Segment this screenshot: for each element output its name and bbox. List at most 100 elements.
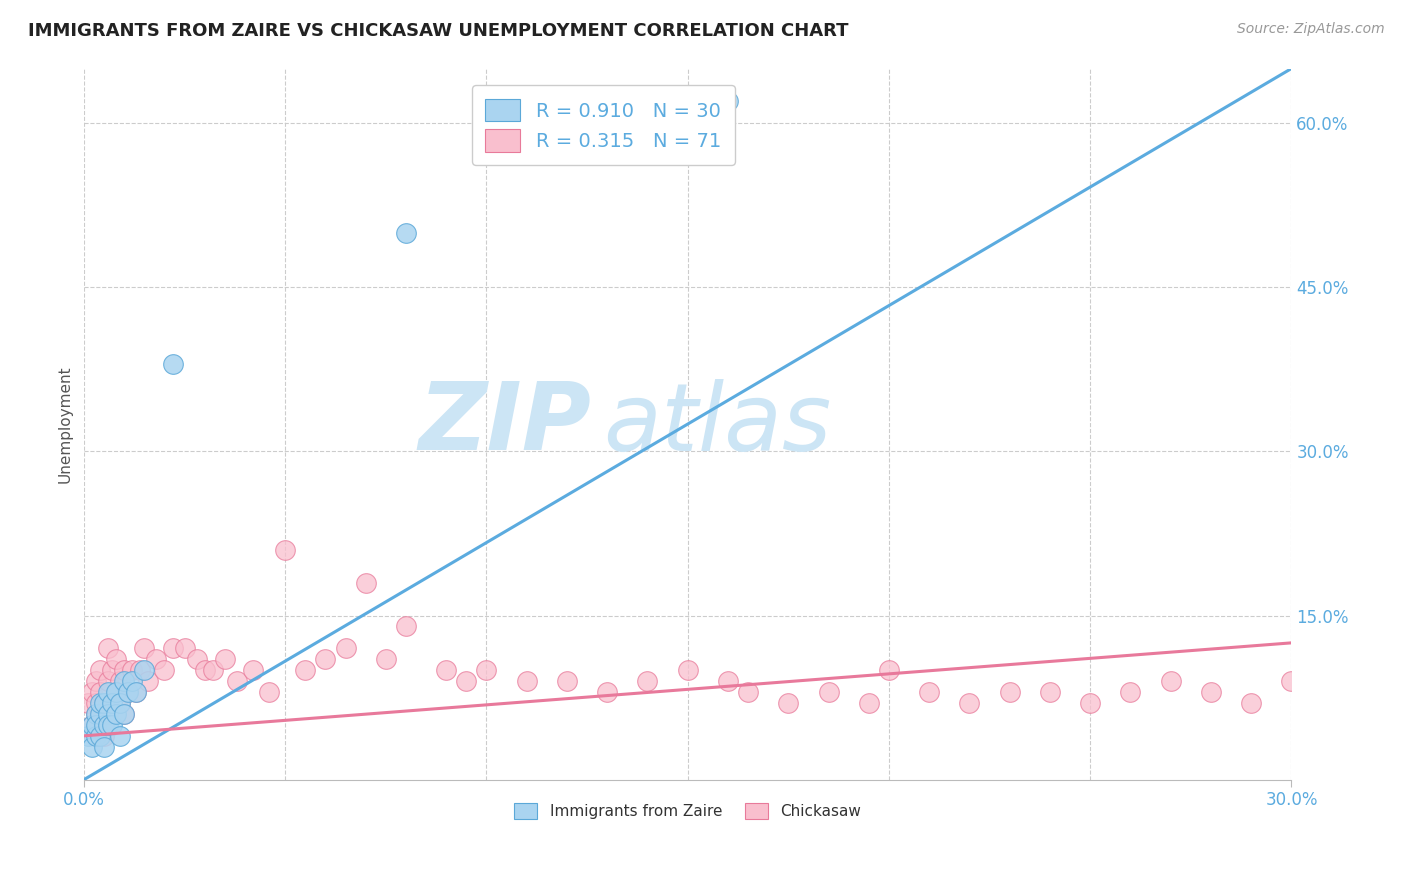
- Point: [186, 652, 208, 666]
- Point: [93, 696, 115, 710]
- Point: [84, 729, 107, 743]
- Point: [89, 696, 111, 710]
- Point: [242, 663, 264, 677]
- Point: [125, 685, 148, 699]
- Point: [173, 641, 195, 656]
- Point: [717, 95, 740, 109]
- Point: [717, 674, 740, 689]
- Point: [1039, 685, 1062, 699]
- Point: [97, 696, 120, 710]
- Point: [145, 652, 167, 666]
- Point: [998, 685, 1021, 699]
- Point: [84, 696, 107, 710]
- Point: [121, 663, 143, 677]
- Point: [274, 542, 297, 557]
- Point: [456, 674, 478, 689]
- Point: [112, 706, 135, 721]
- Point: [77, 696, 100, 710]
- Point: [112, 706, 135, 721]
- Point: [105, 685, 128, 699]
- Point: [108, 729, 131, 743]
- Point: [97, 706, 120, 721]
- Point: [129, 663, 152, 677]
- Point: [194, 663, 217, 677]
- Point: [101, 706, 124, 721]
- Point: [93, 718, 115, 732]
- Point: [257, 685, 280, 699]
- Point: [1160, 674, 1182, 689]
- Point: [105, 652, 128, 666]
- Point: [214, 652, 236, 666]
- Point: [395, 619, 418, 633]
- Point: [108, 674, 131, 689]
- Point: [97, 641, 120, 656]
- Point: [101, 696, 124, 710]
- Point: [117, 685, 139, 699]
- Point: [737, 685, 759, 699]
- Point: [134, 641, 156, 656]
- Point: [395, 226, 418, 240]
- Point: [335, 641, 357, 656]
- Point: [93, 729, 115, 743]
- Point: [162, 641, 184, 656]
- Point: [877, 663, 900, 677]
- Point: [201, 663, 224, 677]
- Point: [1078, 696, 1101, 710]
- Point: [637, 674, 659, 689]
- Point: [84, 706, 107, 721]
- Point: [858, 696, 880, 710]
- Point: [108, 696, 131, 710]
- Point: [475, 663, 498, 677]
- Point: [112, 674, 135, 689]
- Point: [1281, 674, 1303, 689]
- Point: [108, 696, 131, 710]
- Point: [354, 575, 377, 590]
- Point: [596, 685, 619, 699]
- Point: [84, 706, 107, 721]
- Point: [84, 718, 107, 732]
- Point: [97, 685, 120, 699]
- Point: [93, 739, 115, 754]
- Point: [134, 663, 156, 677]
- Point: [101, 663, 124, 677]
- Point: [138, 674, 160, 689]
- Point: [374, 652, 396, 666]
- Point: [80, 739, 103, 754]
- Point: [125, 685, 148, 699]
- Point: [117, 685, 139, 699]
- Text: atlas: atlas: [603, 378, 831, 469]
- Point: [918, 685, 941, 699]
- Point: [434, 663, 457, 677]
- Point: [89, 685, 111, 699]
- Point: [80, 718, 103, 732]
- Point: [93, 718, 115, 732]
- Point: [676, 663, 699, 677]
- Point: [80, 718, 103, 732]
- Point: [817, 685, 839, 699]
- Point: [105, 706, 128, 721]
- Y-axis label: Unemployment: Unemployment: [58, 365, 72, 483]
- Point: [93, 696, 115, 710]
- Point: [97, 718, 120, 732]
- Point: [516, 674, 538, 689]
- Point: [97, 674, 120, 689]
- Text: Source: ZipAtlas.com: Source: ZipAtlas.com: [1237, 22, 1385, 37]
- Point: [121, 674, 143, 689]
- Point: [314, 652, 336, 666]
- Point: [555, 674, 578, 689]
- Point: [89, 663, 111, 677]
- Point: [80, 685, 103, 699]
- Point: [101, 718, 124, 732]
- Point: [84, 674, 107, 689]
- Point: [162, 357, 184, 371]
- Point: [89, 706, 111, 721]
- Legend: Immigrants from Zaire, Chickasaw: Immigrants from Zaire, Chickasaw: [509, 797, 868, 825]
- Text: IMMIGRANTS FROM ZAIRE VS CHICKASAW UNEMPLOYMENT CORRELATION CHART: IMMIGRANTS FROM ZAIRE VS CHICKASAW UNEMP…: [28, 22, 849, 40]
- Point: [294, 663, 316, 677]
- Point: [89, 729, 111, 743]
- Point: [1240, 696, 1263, 710]
- Point: [1199, 685, 1222, 699]
- Point: [1119, 685, 1142, 699]
- Point: [226, 674, 249, 689]
- Point: [77, 729, 100, 743]
